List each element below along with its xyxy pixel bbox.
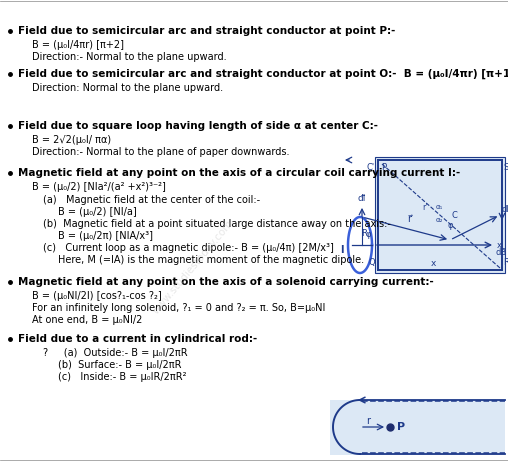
- Text: ?     (a)  Outside:- B = μ₀I/2πR: ? (a) Outside:- B = μ₀I/2πR: [43, 348, 187, 358]
- Text: Direction:- Normal to the plane upward.: Direction:- Normal to the plane upward.: [32, 52, 227, 62]
- Text: r': r': [422, 203, 427, 212]
- Text: r⃗: r⃗: [409, 214, 413, 225]
- Text: Magnetic field at any point on the axis of a solenoid carrying current:-: Magnetic field at any point on the axis …: [18, 277, 434, 287]
- Text: φ: φ: [448, 221, 454, 230]
- Text: Field due to semicircular arc and straight conductor at point O:-  B = (μ₀I/4πr): Field due to semicircular arc and straig…: [18, 69, 508, 79]
- Text: Field due to square loop having length of side α at center C:-: Field due to square loop having length o…: [18, 121, 378, 131]
- Text: (c)   Inside:- B = μ₀IR/2πR²: (c) Inside:- B = μ₀IR/2πR²: [58, 372, 186, 382]
- Text: x: x: [431, 259, 436, 268]
- Text: Q: Q: [368, 258, 375, 267]
- Text: dB⃗: dB⃗: [495, 248, 506, 257]
- Text: B = (μ₀/2π) [NIA/x³]: B = (μ₀/2π) [NIA/x³]: [58, 231, 153, 241]
- Text: α₁: α₁: [436, 204, 443, 210]
- Text: B = (μ₀NI/2I) [cos?₁-cos ?₂]: B = (μ₀NI/2I) [cos?₁-cos ?₂]: [32, 291, 162, 301]
- Text: At one end, B = μ₀NI/2: At one end, B = μ₀NI/2: [32, 315, 142, 325]
- Text: Direction:- Normal to the plane of paper downwards.: Direction:- Normal to the plane of paper…: [32, 147, 290, 157]
- Bar: [330, 400, 505, 455]
- Text: www.studiestoday.com: www.studiestoday.com: [151, 219, 235, 316]
- Bar: [375, 157, 505, 273]
- Text: α₂: α₂: [436, 217, 443, 223]
- Text: Here, M (=IA) is the magnetic moment of the magnetic dipole.: Here, M (=IA) is the magnetic moment of …: [58, 255, 364, 265]
- Text: R: R: [361, 229, 367, 237]
- Text: C: C: [452, 211, 458, 219]
- Text: (a)   Magnetic field at the center of the coil:-: (a) Magnetic field at the center of the …: [43, 195, 260, 205]
- Text: (c)   Current loop as a magnetic dipole:- B = (μ₀/4π) [2M/x³]: (c) Current loop as a magnetic dipole:- …: [43, 243, 334, 253]
- Text: C': C': [367, 163, 375, 172]
- Text: (b)  Surface:- B = μ₀I/2πR: (b) Surface:- B = μ₀I/2πR: [58, 360, 181, 370]
- Text: B = (μ₀/2) [NIa²/(a² +x²)³⁻²]: B = (μ₀/2) [NIa²/(a² +x²)³⁻²]: [32, 182, 166, 192]
- Text: dB⃗: dB⃗: [501, 205, 508, 214]
- Text: (b)  Magnetic field at a point situated large distance away on the axis:-: (b) Magnetic field at a point situated l…: [43, 219, 391, 229]
- Text: I: I: [340, 245, 343, 255]
- Text: B = (μ₀/2) [NI/a]: B = (μ₀/2) [NI/a]: [58, 207, 137, 217]
- Text: B = 2√2(μ₀I/ πα): B = 2√2(μ₀I/ πα): [32, 135, 111, 145]
- Text: Direction: Normal to the plane upward.: Direction: Normal to the plane upward.: [32, 83, 223, 93]
- Text: P: P: [397, 422, 405, 432]
- Text: R: R: [503, 258, 508, 267]
- Text: Magnetic field at any point on the axis of a circular coil carrying current I:-: Magnetic field at any point on the axis …: [18, 168, 460, 178]
- Text: x: x: [497, 241, 502, 249]
- Text: P: P: [381, 163, 386, 172]
- Text: B = (μ₀I/4πr) [π+2]: B = (μ₀I/4πr) [π+2]: [32, 40, 124, 50]
- Text: r: r: [366, 416, 370, 426]
- Text: For an infinitely long solenoid, ?₁ = 0 and ?₂ = π. So, B=μ₀NI: For an infinitely long solenoid, ?₁ = 0 …: [32, 303, 326, 313]
- Text: φ: φ: [366, 230, 371, 239]
- Text: S: S: [503, 163, 508, 172]
- Text: Field due to a current in cylindrical rod:-: Field due to a current in cylindrical ro…: [18, 334, 257, 344]
- Text: dI⃗: dI⃗: [357, 194, 365, 203]
- Text: Field due to semicircular arc and straight conductor at point P:-: Field due to semicircular arc and straig…: [18, 26, 395, 36]
